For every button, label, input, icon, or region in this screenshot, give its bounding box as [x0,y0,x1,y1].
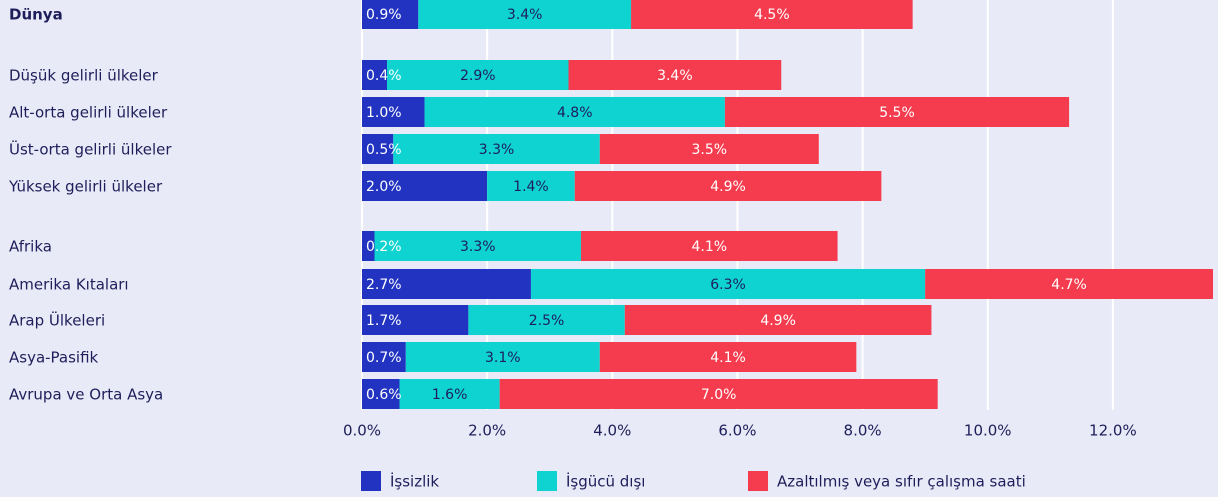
legend-label: İşsizlik [390,472,439,491]
value-label: 3.1% [485,350,521,366]
value-label: 4.1% [691,239,727,255]
bar-segment [568,60,782,90]
value-label: 1.7% [366,313,402,329]
bar-segment [362,171,488,201]
value-label: 3.3% [460,239,496,255]
category-label: Düşük gelirli ülkeler [9,67,159,85]
value-label: 0.6% [366,387,402,403]
bar-segment [362,60,388,90]
category-label: Yüksek gelirli ülkeler [8,178,163,196]
value-label: 1.0% [366,105,402,121]
bar-segment [468,305,625,335]
value-label: 0.5% [366,142,402,158]
value-label: 0.4% [366,68,402,84]
value-label: 3.3% [479,142,515,158]
x-tick-label: 8.0% [844,422,882,440]
category-label: Arap Ülkeleri [9,311,105,330]
category-label: Afrika [9,238,52,256]
category-label: Alt-orta gelirli ülkeler [9,104,168,122]
category-label: Dünya [9,6,63,24]
value-label: 1.6% [432,387,468,403]
value-label: 4.1% [710,350,746,366]
x-tick-label: 0.0% [343,422,381,440]
legend-label: Azaltılmış veya sıfır çalışma saati [777,473,1026,491]
value-label: 3.4% [657,68,693,84]
bar-segment [599,342,857,372]
bar-segment [925,269,1213,299]
value-label: 2.5% [529,313,565,329]
bar-segment [530,269,926,299]
value-label: 1.4% [513,179,549,195]
value-label: 4.5% [754,7,790,23]
bar-segment [418,0,632,29]
value-label: 2.7% [366,277,402,293]
bar-segment [387,60,569,90]
value-label: 4.9% [710,179,746,195]
value-label: 4.8% [557,105,593,121]
bar-segment [362,134,394,164]
value-label: 0.9% [366,7,402,23]
category-label: Üst-orta gelirli ülkeler [9,140,172,159]
value-label: 5.5% [879,105,915,121]
value-label: 4.9% [760,313,796,329]
category-label: Amerika Kıtaları [9,276,129,294]
bar-segment [424,97,725,127]
value-label: 3.4% [507,7,543,23]
x-tick-label: 4.0% [593,422,631,440]
x-tick-label: 12.0% [1089,422,1137,440]
bar-segment [362,0,419,29]
bar-segment [362,342,406,372]
value-label: 2.0% [366,179,402,195]
bar-segment [487,171,575,201]
bar-segment [362,231,375,261]
value-label: 0.7% [366,350,402,366]
legend-swatch [748,471,768,491]
category-label: Avrupa ve Orta Asya [9,386,163,404]
x-tick-label: 2.0% [468,422,506,440]
bar-segment [362,269,531,299]
value-label: 6.3% [710,277,746,293]
bar-segment [362,379,400,409]
value-label: 4.7% [1051,277,1087,293]
value-label: 3.5% [691,142,727,158]
bar-segment [362,97,425,127]
value-label: 7.0% [701,387,737,403]
bar-segment [624,305,932,335]
bar-segment [393,134,600,164]
bar-segment [724,97,1070,127]
bar-segment [631,0,913,29]
bar-segment [399,379,500,409]
value-label: 2.9% [460,68,496,84]
x-tick-label: 10.0% [964,422,1012,440]
bar-segment [599,134,819,164]
legend-swatch [361,471,381,491]
category-label: Asya-Pasifik [9,349,99,367]
bar-segment [581,231,838,261]
legend-label: İşgücü dışı [566,472,645,491]
legend-swatch [537,471,557,491]
value-label: 0.2% [366,239,402,255]
bar-segment [374,231,582,261]
bar-segment [405,342,600,372]
bar-segment [362,305,469,335]
bar-segment [499,379,938,409]
bar-segment [574,171,882,201]
x-tick-label: 6.0% [718,422,756,440]
